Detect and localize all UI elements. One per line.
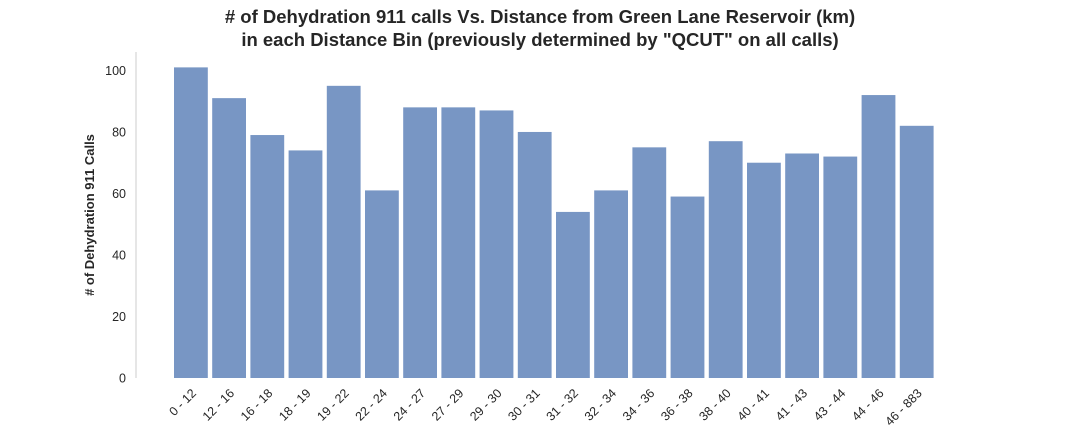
chart-title-line-1: # of Dehydration 911 calls Vs. Distance … [224, 6, 856, 27]
bar [594, 190, 628, 378]
bar [785, 153, 819, 378]
x-tick-label: 18 - 19 [276, 386, 313, 423]
x-tick-label: 36 - 38 [658, 386, 695, 423]
bar [670, 196, 705, 378]
bar [517, 131, 552, 378]
y-tick-label: 60 [112, 187, 126, 201]
bar [899, 125, 934, 379]
bar [747, 162, 781, 378]
bar [708, 141, 743, 378]
x-tick-label: 22 - 24 [353, 386, 390, 423]
x-tick-label: 0 - 12 [167, 386, 200, 419]
bar [212, 98, 246, 378]
x-tick-label: 12 - 16 [200, 386, 237, 423]
x-axis-ticks: 0 - 12 12 - 16 16 - 18 18 - 19 19 - 22 22 - 2… [167, 386, 925, 428]
bar [861, 95, 896, 378]
bar [403, 107, 437, 378]
bars [174, 67, 934, 379]
x-tick-label: 30 - 31 [505, 386, 542, 423]
x-tick-label: 34 - 36 [620, 386, 657, 423]
y-axis-label: # of Dehydration 911 Calls [82, 134, 97, 296]
bar [326, 85, 361, 378]
bar [632, 147, 667, 378]
chart-title-line-2: in each Distance Bin (previously determi… [241, 29, 839, 50]
bar [250, 135, 285, 378]
bar [288, 150, 323, 378]
x-tick-label: 40 - 41 [735, 386, 772, 423]
bar [556, 211, 590, 378]
bar [823, 156, 858, 378]
x-tick-label: 41 - 43 [773, 386, 810, 423]
bar [441, 107, 476, 378]
y-tick-label: 40 [112, 248, 126, 262]
x-tick-label: 32 - 34 [582, 386, 619, 423]
x-tick-label: 46 - 883 [882, 386, 924, 428]
x-tick-label: 27 - 29 [429, 386, 466, 423]
y-axis-ticks: 0 20 40 60 80 100 [105, 64, 126, 386]
x-tick-label: 44 - 46 [849, 386, 886, 423]
x-tick-label: 38 - 40 [696, 386, 733, 423]
x-tick-label: 19 - 22 [314, 386, 351, 423]
bar [365, 190, 399, 378]
x-tick-label: 29 - 30 [467, 386, 504, 423]
x-tick-label: 43 - 44 [811, 386, 848, 423]
y-tick-label: 20 [112, 310, 126, 324]
bar [479, 110, 514, 378]
bar [174, 67, 208, 379]
x-tick-label: 31 - 32 [544, 386, 581, 423]
x-tick-label: 24 - 27 [391, 386, 428, 423]
y-tick-label: 100 [105, 64, 126, 78]
x-tick-label: 16 - 18 [238, 386, 275, 423]
y-tick-label: 80 [112, 125, 126, 139]
y-tick-label: 0 [119, 372, 126, 386]
